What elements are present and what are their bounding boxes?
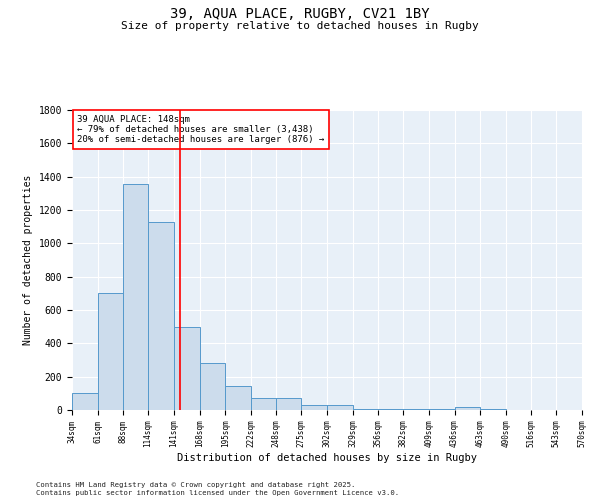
Text: 39 AQUA PLACE: 148sqm
← 79% of detached houses are smaller (3,438)
20% of semi-d: 39 AQUA PLACE: 148sqm ← 79% of detached … [77, 114, 325, 144]
Bar [225, 386, 251, 410]
Text: Contains HM Land Registry data © Crown copyright and database right 2025.: Contains HM Land Registry data © Crown c… [36, 482, 355, 488]
Bar [174, 326, 199, 410]
Bar [124, 184, 148, 410]
Bar [72, 392, 98, 410]
Bar [480, 409, 506, 410]
Bar [98, 292, 124, 410]
Bar [301, 405, 327, 410]
Bar [379, 409, 403, 410]
Text: Size of property relative to detached houses in Rugby: Size of property relative to detached ho… [121, 21, 479, 31]
Bar [353, 409, 379, 410]
Text: 39, AQUA PLACE, RUGBY, CV21 1BY: 39, AQUA PLACE, RUGBY, CV21 1BY [170, 8, 430, 22]
Bar [429, 409, 455, 410]
Bar [199, 364, 225, 410]
Y-axis label: Number of detached properties: Number of detached properties [23, 175, 33, 345]
Bar [251, 398, 275, 410]
Text: Contains public sector information licensed under the Open Government Licence v3: Contains public sector information licen… [36, 490, 399, 496]
X-axis label: Distribution of detached houses by size in Rugby: Distribution of detached houses by size … [177, 453, 477, 463]
Bar [455, 406, 480, 410]
Bar [275, 398, 301, 410]
Bar [403, 409, 429, 410]
Bar [327, 405, 353, 410]
Bar [148, 222, 174, 410]
